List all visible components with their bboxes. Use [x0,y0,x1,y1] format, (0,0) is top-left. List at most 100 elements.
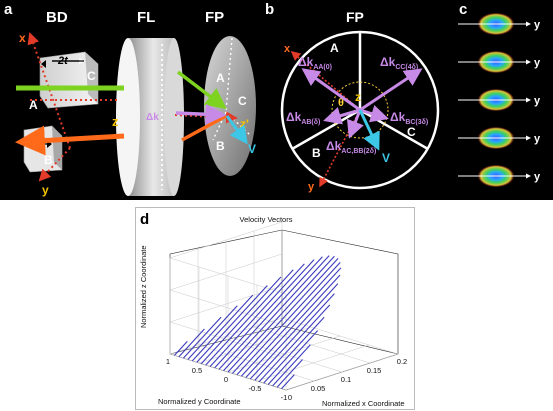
vector-dk-ab [323,107,361,125]
fp-label-b: B [216,139,225,153]
x-tick: 0.2 [397,357,407,366]
y-axis-label: Normalized y Coordinate [158,397,241,406]
panel-b-title: FP [346,9,364,25]
beam-green [16,70,227,110]
panel-a-figure: a BD FL FP 2t A C t B A C B [4,1,256,197]
crystal-label-a: A [29,98,38,112]
fp-label-c: C [238,94,247,108]
y-tick: -1 [281,393,288,402]
vector-13 [223,255,330,371]
vector-22 [263,316,325,384]
vector-14 [227,255,335,373]
panel-d-chart: d Velocity Vectors 00.0050.010.01510.50-… [139,211,407,408]
panel-a-label: a [4,1,13,18]
header-fl: FL [137,9,155,26]
vector-10 [209,263,305,367]
crystal-lower [23,125,63,173]
vector-25 [276,359,303,388]
vector-18 [245,274,341,378]
beam-violet [175,103,227,125]
plot-box [169,229,399,391]
vector-2 [174,341,188,356]
x-tick: 0.1 [341,375,351,384]
chart-title: Velocity Vectors [240,215,293,224]
vector-dk-cc [359,68,423,112]
vector-v-label: V [382,151,390,165]
spot-axis-label-2: y [534,57,541,69]
panel-b-figure: b FP θ A B C x y z V ΔkAA(0) ΔkCC(4δ) Δk… [265,1,440,193]
x-tick: 0.05 [311,384,326,393]
vector-16 [236,261,341,376]
y-tick: 0.5 [192,366,202,375]
spot-axis-label-5: y [534,171,541,183]
vector-17 [240,267,342,377]
axis-x-label: x [284,43,291,55]
dk-bc-label: ΔkBC(3δ) [390,110,428,126]
axis-z-label: z [355,90,361,104]
vector-4 [182,316,222,359]
dk-label-a: Δk [146,112,159,123]
grid-y-floor [285,353,399,391]
tick-labels: 00.0050.010.01510.50-0.5-100.050.10.150.… [166,357,407,402]
focusing-lens [116,38,184,196]
panel-b: b FP θ A B C x y z V ΔkAA(0) ΔkCC(4δ) Δk… [262,0,454,200]
spot-axis-label-4: y [534,133,541,145]
axis-z-prime: z' [240,117,249,131]
vector-6 [191,294,254,362]
x-tick: 0.15 [367,366,382,375]
panel-d-label: d [140,211,149,228]
vector-15 [232,258,339,374]
vector-5 [187,305,238,360]
dk-aa-label: ΔkAA(0) [298,55,332,71]
vector-21 [258,304,331,383]
header-bd: BD [46,9,68,26]
vector-dk-bc [359,104,389,123]
vector-19 [249,283,339,380]
vector-11 [214,259,315,369]
crystal-label-c: C [87,69,96,83]
vector-12 [218,256,323,370]
vector-20 [254,293,335,381]
sector-divider-left [291,108,361,151]
x-tick: 0 [288,393,292,402]
vector-26 [281,374,295,389]
panel-b-label: b [265,1,274,18]
panel-c: c y y y y y [454,0,553,200]
y-tick: -0.5 [249,384,262,393]
vector-3 [178,328,205,358]
vector-23 [267,330,319,385]
y-tick: 0 [224,375,228,384]
axis-x: x [19,31,26,45]
axis-v: V [248,142,256,156]
crystal-label-b: B [44,153,53,167]
axis-z: z [112,114,119,129]
velocity-vectors [174,255,342,389]
grid-y-floor [256,344,370,382]
dk-ab-label: ΔkAB(δ) [286,110,320,126]
vector-v [358,109,380,151]
x-axis-label: Normalized x Coordinate [322,399,405,408]
panel-c-label: c [459,1,467,18]
panel-c-figure: c y y y y y [458,1,541,187]
interference-spots: y y y y y [458,13,541,187]
panel-d: d Velocity Vectors 00.0050.010.01510.50-… [135,207,415,410]
theta-label: θ [338,97,344,109]
crystal-upper [39,51,99,109]
header-fp: FP [205,9,224,26]
spot-axis-label-3: y [534,95,541,107]
vector-9 [205,269,294,366]
sector-c-label: C [407,125,416,139]
dk-vectors [301,68,423,151]
axis-y-label: y [308,181,315,193]
dk-cc-label: ΔkCC(4δ) [380,55,418,71]
dk-ac-bb-label: ΔkAC,BB(2δ) [326,139,376,155]
axis-x-line [290,50,361,111]
dim-2t: 2t [57,55,69,67]
z-axis-label: Normalized z Coordinate [139,245,148,328]
vector-24 [272,344,311,387]
vector-8 [200,276,282,365]
vector-7 [196,285,268,363]
y-tick: 1 [166,357,170,366]
velocity-vector-v [225,115,248,145]
panel-a: a BD FL FP 2t A C t B A C B [0,0,262,200]
